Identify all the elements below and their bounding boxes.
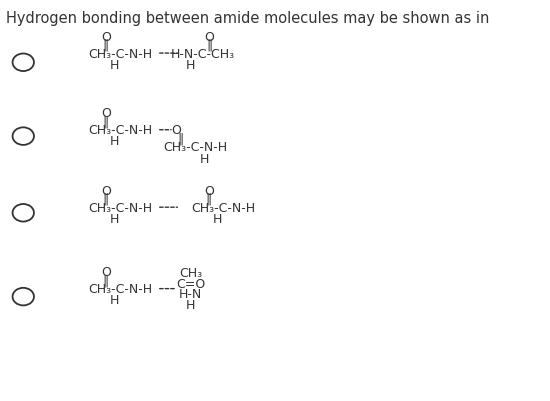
Text: CH₃: CH₃ [179,267,202,279]
Text: ‖: ‖ [103,192,109,205]
Text: O: O [204,184,214,197]
Text: ‖: ‖ [103,273,109,287]
Text: H: H [110,294,119,306]
Text: O: O [205,31,214,44]
Text: O: O [172,124,182,137]
Text: H: H [110,59,119,72]
Text: H: H [213,213,222,225]
Text: H: H [110,213,119,225]
Text: H: H [200,152,209,165]
Text: H-N: H-N [179,288,202,301]
Text: ‖: ‖ [206,192,212,205]
Text: Hydrogen bonding between amide molecules may be shown as in: Hydrogen bonding between amide molecules… [6,11,490,26]
Text: ‖: ‖ [103,115,109,128]
Text: CH₃-C-N-H: CH₃-C-N-H [89,47,152,61]
Text: ‖: ‖ [177,132,183,145]
Text: CH₃-C-N-H: CH₃-C-N-H [89,124,152,137]
Text: H: H [186,298,196,311]
Text: CH₃-C-N-H: CH₃-C-N-H [164,141,228,154]
Text: CH₃-C-N-H: CH₃-C-N-H [89,282,152,296]
Text: H-N-C-CH₃: H-N-C-CH₃ [171,47,235,61]
Text: CH₃-C-N-H: CH₃-C-N-H [191,201,256,214]
Text: O: O [101,31,111,44]
Text: CH₃-C-N-H: CH₃-C-N-H [89,201,152,214]
Text: H: H [110,135,119,148]
Text: O: O [101,107,111,120]
Text: C=O: C=O [176,277,206,290]
Text: H: H [186,59,195,72]
Text: O: O [101,184,111,197]
Text: O: O [101,266,111,279]
Text: ‖: ‖ [206,39,212,52]
Text: ‖: ‖ [103,39,109,52]
